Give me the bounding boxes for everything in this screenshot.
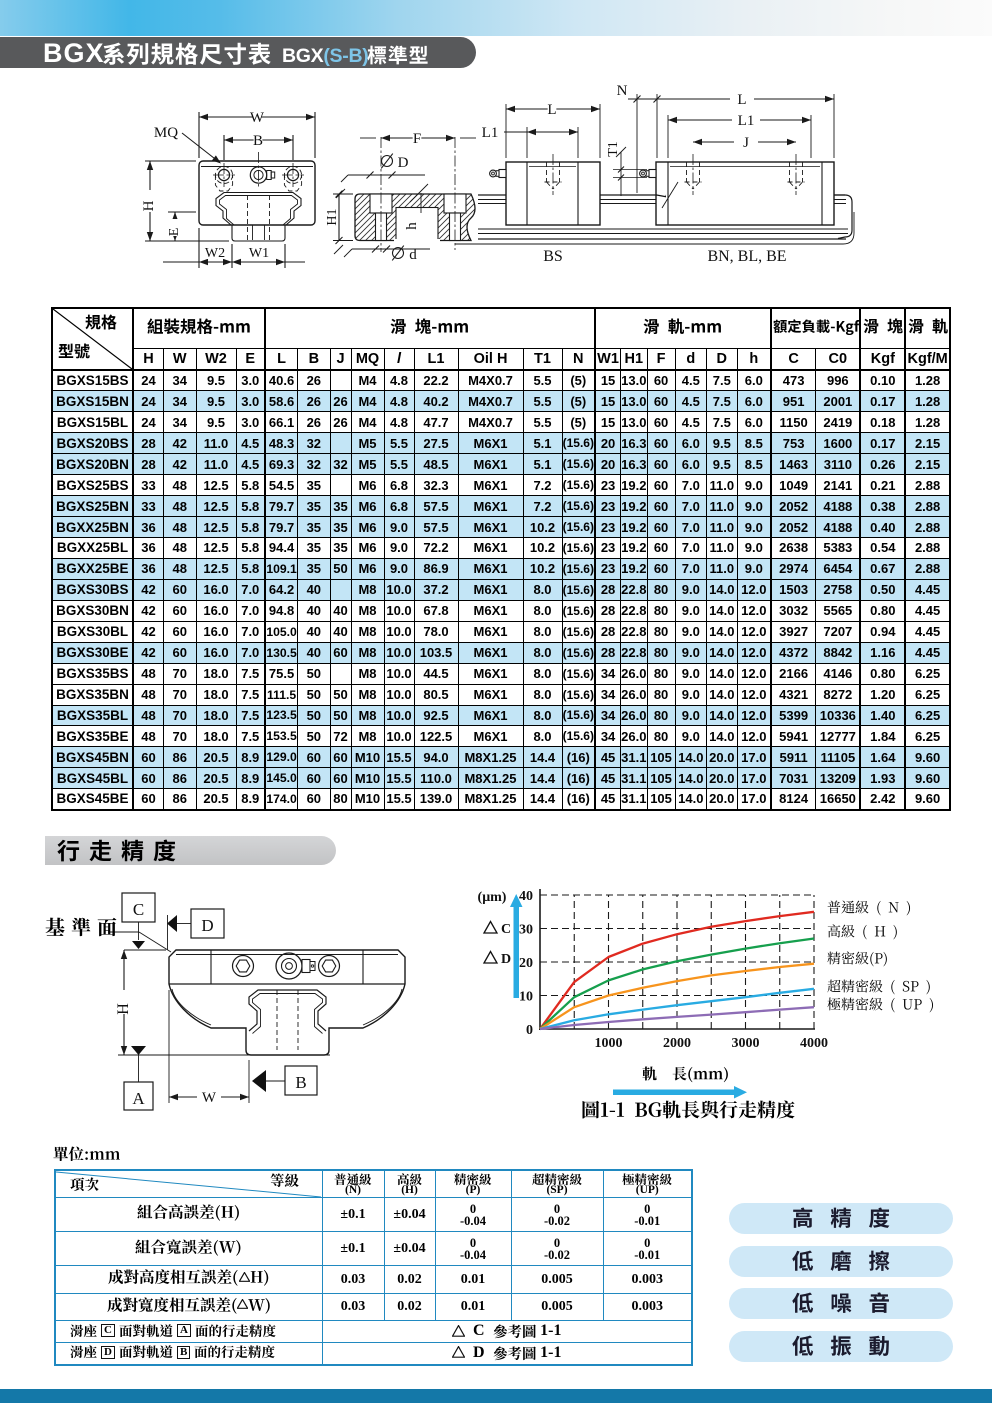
svg-text:T1: T1 <box>606 141 621 157</box>
svg-text:W: W <box>250 110 265 126</box>
svg-text:B: B <box>253 133 263 149</box>
svg-text:MQ: MQ <box>154 125 178 141</box>
svg-text:30: 30 <box>519 923 533 938</box>
svg-text:h: h <box>404 222 420 230</box>
svg-text:E: E <box>167 228 182 237</box>
svg-text:W: W <box>202 1090 217 1106</box>
svg-text:L: L <box>547 102 556 118</box>
svg-text:H: H <box>141 200 157 211</box>
svg-text:d: d <box>409 247 417 263</box>
svg-text:C: C <box>501 922 511 937</box>
svg-text:l: l <box>654 194 670 198</box>
svg-text:D: D <box>201 916 213 935</box>
svg-text:(μm): (μm) <box>478 890 507 905</box>
svg-text:N: N <box>617 83 628 99</box>
svg-text:L1: L1 <box>482 125 499 141</box>
svg-text:D: D <box>398 155 409 171</box>
svg-text:W1: W1 <box>249 246 269 261</box>
svg-text:L1: L1 <box>738 113 755 129</box>
svg-text:1000: 1000 <box>595 1036 623 1051</box>
svg-text:BN, BL, BE: BN, BL, BE <box>707 248 786 265</box>
svg-text:H: H <box>115 1003 132 1015</box>
svg-text:L: L <box>737 92 746 108</box>
svg-text:D: D <box>501 952 511 967</box>
svg-text:F: F <box>413 131 421 147</box>
svg-text:C: C <box>133 900 144 919</box>
svg-text:H1: H1 <box>325 208 340 225</box>
svg-text:A: A <box>132 1089 145 1108</box>
svg-text:4000: 4000 <box>800 1036 828 1051</box>
svg-text:J: J <box>743 135 749 151</box>
svg-text:0: 0 <box>526 1023 533 1038</box>
svg-text:3000: 3000 <box>732 1036 760 1051</box>
svg-text:B: B <box>295 1073 306 1092</box>
svg-text:10: 10 <box>519 990 533 1005</box>
svg-text:W2: W2 <box>205 246 225 261</box>
svg-text:20: 20 <box>519 956 533 971</box>
svg-text:2000: 2000 <box>663 1036 691 1051</box>
svg-text:40: 40 <box>519 889 533 904</box>
svg-text:BS: BS <box>543 248 563 265</box>
